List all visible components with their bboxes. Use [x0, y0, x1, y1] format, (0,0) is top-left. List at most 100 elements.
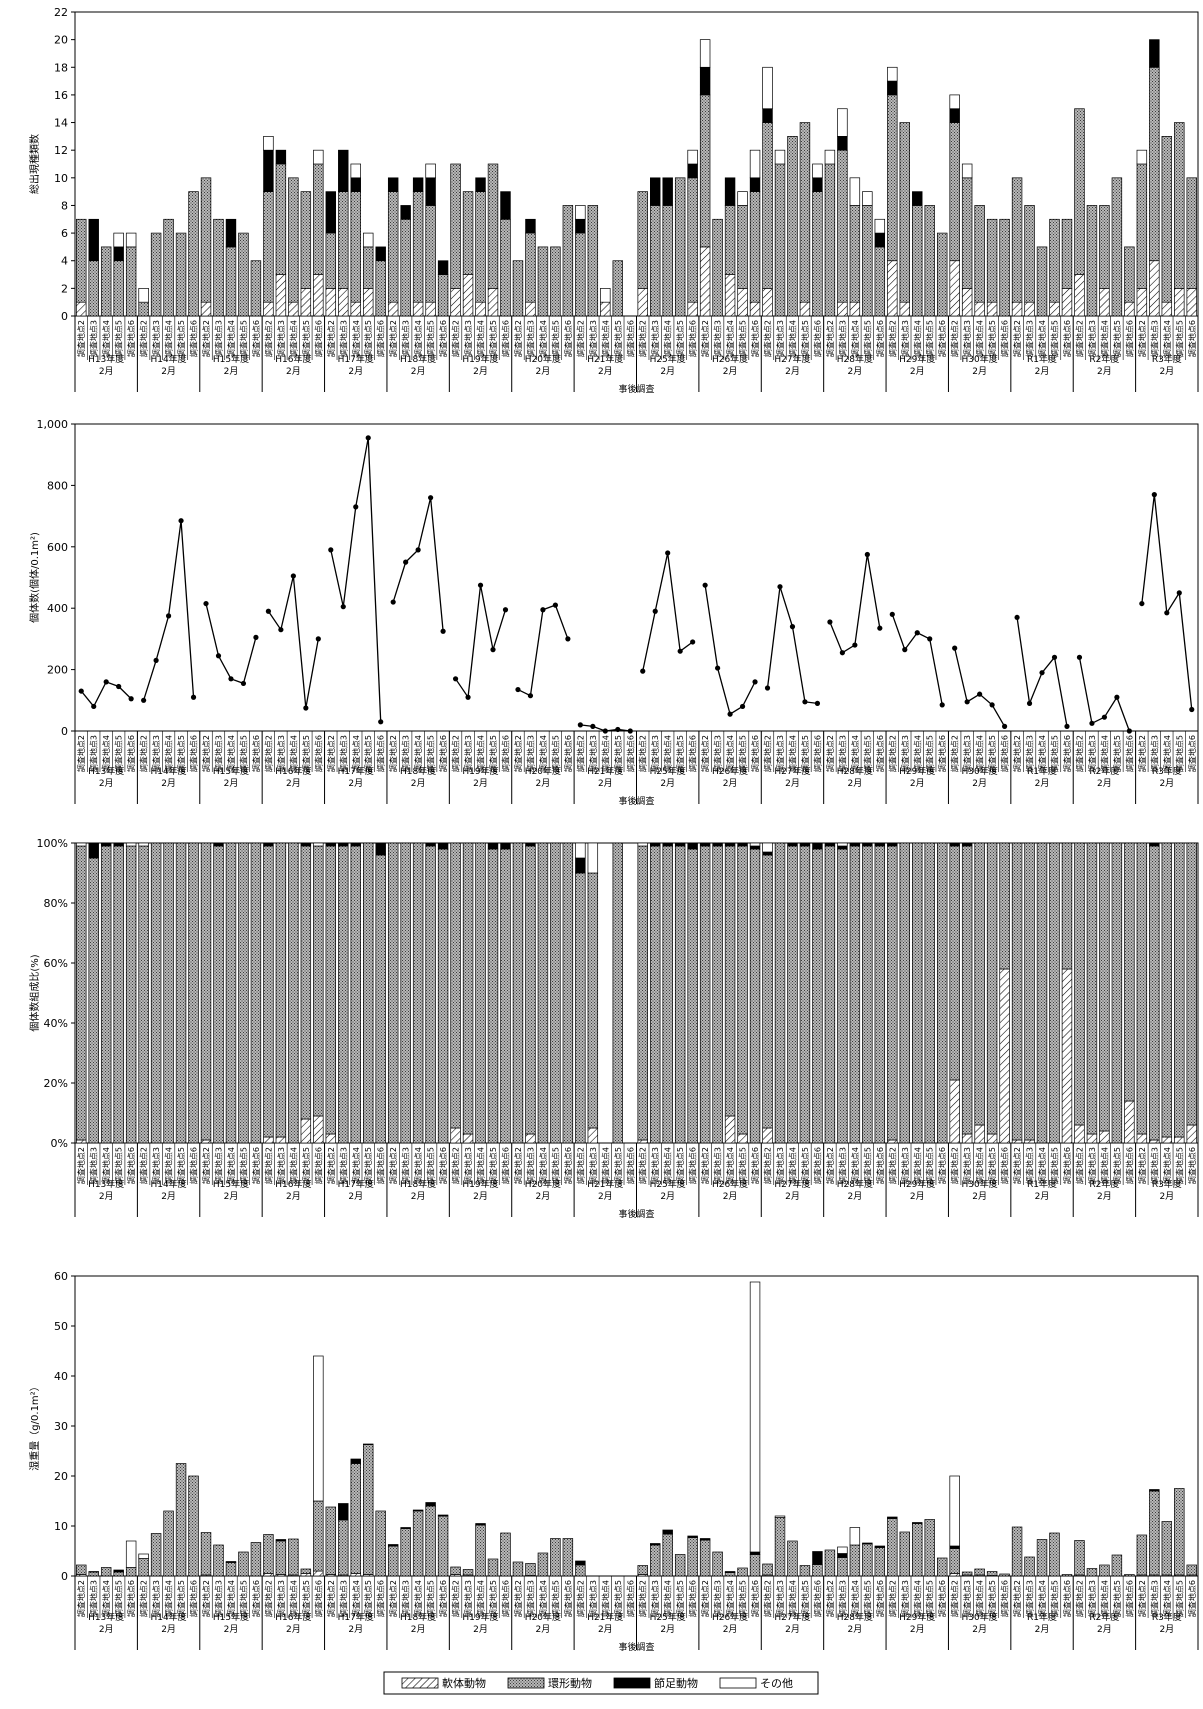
- bar-segment: [737, 1567, 748, 1577]
- group-label: H26年度: [712, 765, 748, 777]
- bar-segment: [525, 232, 536, 303]
- bar-segment: [674, 1554, 686, 1577]
- bar-segment: [313, 274, 324, 317]
- data-point: [939, 702, 945, 708]
- group-month-label: 2月: [723, 366, 738, 377]
- bar-segment: [812, 848, 823, 1144]
- chart-panel-3: 0%20%40%60%80%100%個体数組成比(%)調査地点2 調査地点3 調査地…: [28, 837, 1199, 1220]
- site-label: 調査地点4: [288, 1580, 298, 1617]
- bar-segment: [874, 218, 886, 234]
- bar-segment: [724, 177, 736, 206]
- site-label: 調査地点3: [525, 320, 535, 357]
- bar-segment: [662, 177, 673, 206]
- bar-segment: [749, 1554, 761, 1577]
- bar-segment: [924, 205, 935, 317]
- group-label: R1年度: [1027, 353, 1057, 365]
- group-label: R1年度: [1027, 1178, 1057, 1190]
- bar-segment: [1061, 1574, 1073, 1577]
- data-point: [178, 518, 184, 524]
- bar-segment: [849, 205, 861, 303]
- bar-segment: [774, 1515, 786, 1518]
- bar-segment: [300, 191, 312, 289]
- bar-segment: [425, 845, 436, 1144]
- bar-segment: [275, 1539, 287, 1542]
- bar-segment: [1074, 1540, 1085, 1576]
- data-point: [477, 582, 484, 588]
- site-label: 調査地点4: [725, 735, 735, 772]
- site-label: 調査地点2: [950, 1580, 960, 1617]
- bar-segment: [1174, 1136, 1185, 1144]
- bar-segment: [762, 1563, 773, 1576]
- bar-segment: [862, 1543, 873, 1577]
- group-label: H14年度: [150, 1611, 186, 1623]
- site-label: 調査地点5: [114, 735, 124, 772]
- group-label: R1年度: [1027, 1611, 1057, 1623]
- data-point: [877, 625, 883, 631]
- site-label: 調査地点3: [525, 1580, 535, 1617]
- group-month-label: 2月: [723, 1191, 738, 1202]
- bar-segment: [887, 94, 898, 262]
- bar-segment: [712, 842, 723, 847]
- data-point: [190, 694, 197, 700]
- bar-segment: [375, 842, 386, 856]
- bar-segment: [1074, 108, 1085, 275]
- bar-segment: [512, 1561, 524, 1577]
- bar-segment: [874, 1547, 886, 1577]
- bar-segment: [425, 163, 436, 179]
- bar-segment: [437, 842, 449, 850]
- site-label: 調査地点4: [850, 1580, 860, 1617]
- data-point: [1114, 694, 1120, 700]
- bar-segment: [837, 1553, 848, 1558]
- bar-segment: [737, 845, 748, 1135]
- data-point: [153, 657, 159, 663]
- site-label: 調査地点4: [1037, 1580, 1047, 1617]
- data-point: [752, 679, 758, 685]
- site-label: 調査地点2: [825, 320, 835, 357]
- bar-segment: [88, 1571, 99, 1573]
- site-label: 調査地点2: [1012, 1147, 1022, 1184]
- bar-segment: [213, 1544, 224, 1577]
- bar-segment: [961, 177, 973, 289]
- data-point: [927, 636, 933, 642]
- bar-segment: [138, 1553, 149, 1559]
- group-label: R3年度: [1152, 765, 1182, 777]
- data-point: [640, 668, 646, 674]
- bar-segment: [674, 177, 686, 317]
- site-label: 調査地点6: [563, 1147, 573, 1184]
- bar-segment: [974, 842, 985, 1126]
- site-label: 調査地点6: [313, 320, 323, 357]
- site-label: 調査地点2: [326, 1147, 336, 1184]
- bar-segment: [113, 845, 124, 1144]
- bar-segment: [837, 149, 848, 303]
- bar-segment: [575, 842, 586, 859]
- bar-segment: [949, 1475, 960, 1547]
- bar-segment: [1149, 842, 1160, 847]
- group-label: H21年度: [587, 765, 623, 777]
- site-label: 調査地点4: [413, 735, 423, 772]
- bar-segment: [363, 1443, 374, 1445]
- site-label: 調査地点4: [101, 320, 111, 357]
- bar-segment: [163, 842, 174, 1144]
- group-month-label: 2月: [99, 366, 114, 377]
- site-label: 調査地点2: [76, 1580, 86, 1617]
- bar-segment: [887, 845, 898, 1141]
- site-label: 調査地点6: [438, 1580, 448, 1617]
- site-label: 調査地点4: [1162, 735, 1172, 772]
- bar-segment: [762, 288, 773, 317]
- bar-segment: [138, 288, 149, 303]
- bar-segment: [462, 842, 474, 1135]
- site-label: 調査地点5: [176, 320, 186, 357]
- site-label: 調査地点3: [713, 1580, 723, 1617]
- site-label: 調査地点3: [89, 1147, 99, 1184]
- y-tick-label: 30: [54, 1420, 68, 1433]
- bar-segment: [650, 842, 661, 847]
- bar-segment: [88, 857, 99, 1144]
- site-label: 調査地点3: [1025, 1580, 1035, 1617]
- data-point: [353, 504, 359, 510]
- site-label: 調査地点6: [438, 1147, 448, 1184]
- site-label: 調査地点3: [713, 735, 723, 772]
- bar-segment: [550, 1538, 561, 1577]
- bar-segment: [575, 1560, 586, 1566]
- site-label: 調査地点6: [126, 735, 136, 772]
- group-label: R2年度: [1089, 765, 1119, 777]
